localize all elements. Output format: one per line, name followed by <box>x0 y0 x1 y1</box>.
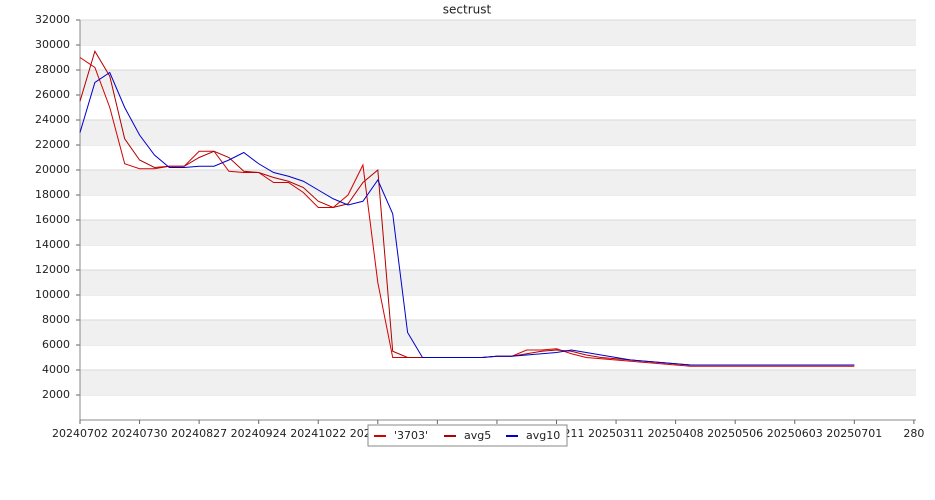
grid-band <box>80 270 916 295</box>
grid-band <box>80 70 916 95</box>
legend-box <box>367 424 568 447</box>
x-tick-label: 20250506 <box>707 427 763 440</box>
y-tick-label: 18000 <box>35 188 70 201</box>
y-tick-label: 12000 <box>35 263 70 276</box>
y-tick-label: 30000 <box>35 38 70 51</box>
chart-title: sectrust <box>443 3 492 17</box>
y-tick-label: 10000 <box>35 288 70 301</box>
x-tick-label: 20240730 <box>112 427 168 440</box>
y-tick-label: 2000 <box>42 388 70 401</box>
grid-band <box>80 120 916 145</box>
y-tick-label: 4000 <box>42 363 70 376</box>
x-tick-label: 20250408 <box>648 427 704 440</box>
grid-band <box>80 20 916 45</box>
y-tick-label: 20000 <box>35 163 70 176</box>
y-tick-label: 26000 <box>35 88 70 101</box>
y-tick-label: 8000 <box>42 313 70 326</box>
legend-label: avg10 <box>526 429 560 442</box>
x-tick-label: 20240827 <box>171 427 227 440</box>
grid-band <box>80 170 916 195</box>
y-tick-label: 28000 <box>35 63 70 76</box>
grid-band <box>80 220 916 245</box>
x-tick-label: 20240924 <box>231 427 287 440</box>
x-tick-label: 20250603 <box>767 427 823 440</box>
grid-band <box>80 320 916 345</box>
x-tick-label: 20241022 <box>290 427 346 440</box>
legend: '3703' avg5 avg10 <box>367 424 568 447</box>
x-tick-label: 20250311 <box>588 427 644 440</box>
y-tick-label: 24000 <box>35 113 70 126</box>
y-tick-label: 16000 <box>35 213 70 226</box>
legend-label: avg5 <box>464 429 491 442</box>
series-line <box>79 71 855 366</box>
y-tick-label: 32000 <box>35 13 70 26</box>
x-tick-label: 280 <box>903 427 924 440</box>
y-tick-label: 14000 <box>35 238 70 251</box>
series-line <box>79 50 855 366</box>
legend-label: '3703' <box>394 429 428 442</box>
y-tick-label: 22000 <box>35 138 70 151</box>
y-tick-label: 6000 <box>42 338 70 351</box>
x-tick-label: 20250701 <box>826 427 882 440</box>
x-tick-label: 20240702 <box>52 427 108 440</box>
grid-band <box>80 370 916 395</box>
